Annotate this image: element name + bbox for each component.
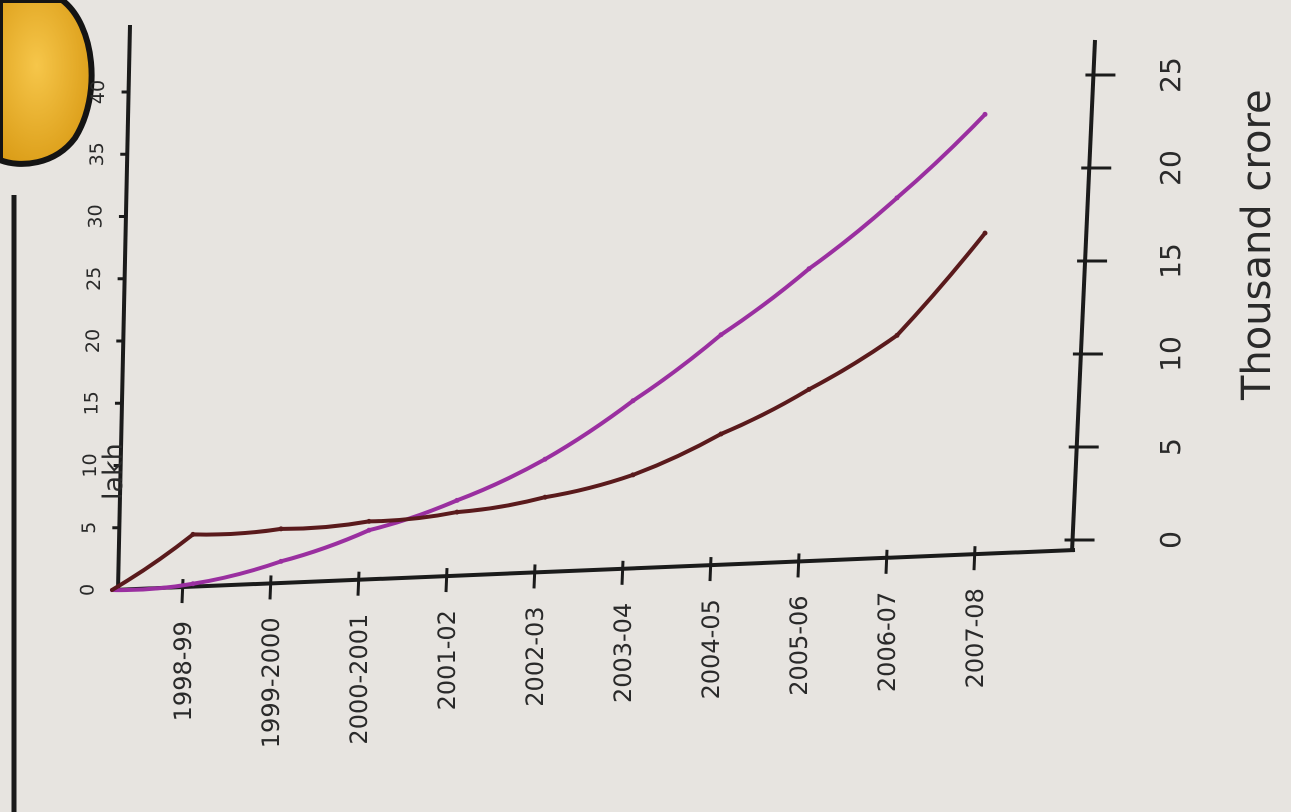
series-point [982, 111, 988, 117]
x-tick-mark [620, 560, 625, 585]
x-axis-ticks: 1998-99 1999-2000 2000-2001 2001-02 2002-03 2… [169, 546, 989, 748]
right-tick-label: 0 [1154, 531, 1187, 549]
left-tick-label: 20 [82, 329, 104, 353]
series-point [542, 494, 548, 500]
series-point [806, 386, 812, 392]
left-tick-label: 0 [77, 584, 99, 596]
series-point [630, 472, 636, 478]
left-axis-line [116, 24, 132, 591]
left-tick-label: 15 [80, 391, 102, 415]
left-tick-label: 10 [79, 453, 101, 477]
left-tick-label: 25 [83, 267, 105, 291]
x-tick-mark [268, 575, 273, 600]
series-point [806, 266, 812, 272]
left-tick-label: 35 [86, 142, 108, 166]
x-tick-label: 2007-08 [961, 588, 989, 688]
x-tick-label: 2001-02 [433, 610, 461, 710]
series-point [366, 527, 372, 533]
left-tick-label: 5 [78, 522, 100, 534]
right-axis-ticks: 0 5 10 15 20 25 [1064, 57, 1187, 549]
x-tick-mark [708, 557, 713, 582]
right-axis-line [1070, 39, 1097, 553]
series-point [982, 230, 988, 236]
x-axis-line [111, 548, 1076, 592]
left-tick-label: 30 [84, 204, 106, 228]
x-tick-label: 2005-06 [785, 595, 813, 695]
series-point [190, 581, 196, 587]
x-tick-label: 2000-2001 [345, 614, 373, 745]
series-point [278, 526, 284, 532]
right-tick-label: 15 [1154, 243, 1187, 279]
series-line [110, 231, 987, 592]
x-tick-label: 2006-07 [873, 592, 901, 692]
series-point [542, 456, 548, 462]
series-point [366, 518, 372, 524]
left-axis-title: lakh [98, 443, 129, 500]
x-tick-mark [884, 549, 889, 574]
series-point [454, 497, 460, 503]
series-point [630, 398, 636, 404]
decorative-gold-shape [0, 0, 95, 167]
right-tick-label: 20 [1154, 150, 1187, 186]
series-point [190, 531, 196, 537]
x-tick-mark [972, 546, 977, 571]
x-tick-label: 2004-05 [697, 599, 725, 699]
series-point [454, 509, 460, 515]
series-point [894, 332, 900, 338]
right-tick-label: 25 [1154, 57, 1187, 93]
x-tick-label: 2002-03 [521, 606, 549, 706]
series-point [718, 332, 724, 338]
right-tick-label: 10 [1154, 336, 1187, 372]
right-axis-title: Thousand crore [1234, 89, 1280, 401]
right-tick-label: 5 [1154, 438, 1187, 456]
x-tick-label: 1998-99 [169, 621, 197, 721]
left-tick-label: 40 [87, 80, 109, 104]
x-tick-label: 2003-04 [609, 603, 637, 703]
x-tick-mark [356, 571, 361, 596]
left-axis-ticks: 0 5 10 15 20 25 30 35 40 [77, 80, 129, 596]
series-lines [110, 111, 988, 593]
series-point [278, 558, 284, 564]
x-tick-label: 1999-2000 [257, 617, 285, 748]
x-tick-mark [180, 578, 185, 604]
x-tick-mark [444, 568, 449, 593]
series-line [110, 112, 987, 593]
x-tick-mark [532, 564, 537, 589]
x-tick-mark [796, 553, 801, 578]
series-point [894, 195, 900, 201]
series-point [718, 431, 724, 437]
